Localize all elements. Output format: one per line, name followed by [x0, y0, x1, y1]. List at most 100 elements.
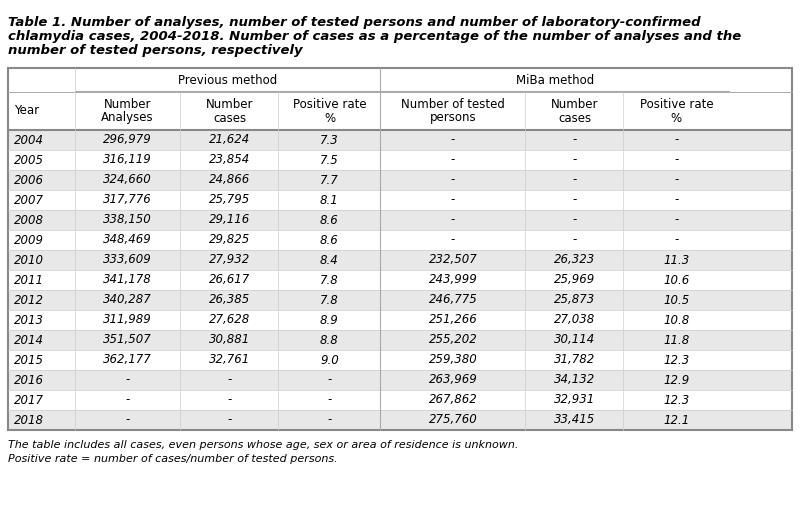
Text: -: - [327, 373, 331, 387]
Text: 31,782: 31,782 [554, 354, 595, 366]
Text: 316,119: 316,119 [103, 153, 152, 167]
Text: 23,854: 23,854 [209, 153, 250, 167]
Text: 7.8: 7.8 [320, 294, 339, 306]
Text: 2018: 2018 [14, 414, 44, 427]
Text: 341,178: 341,178 [103, 273, 152, 287]
Text: Number: Number [104, 99, 151, 111]
Text: Positive rate: Positive rate [639, 99, 713, 111]
Text: 2012: 2012 [14, 294, 44, 306]
Text: cases: cases [213, 111, 246, 124]
Text: -: - [572, 174, 577, 186]
Bar [8, 130, 792, 150]
Text: 32,931: 32,931 [554, 394, 595, 406]
Text: 11.3: 11.3 [663, 253, 690, 267]
Text: 351,507: 351,507 [103, 333, 152, 346]
Text: 12.3: 12.3 [663, 354, 690, 366]
Text: 12.3: 12.3 [663, 394, 690, 406]
Bar [8, 290, 792, 310]
Text: Year: Year [14, 105, 39, 117]
Text: 30,114: 30,114 [554, 333, 595, 346]
Text: 26,385: 26,385 [209, 294, 250, 306]
Text: 26,617: 26,617 [209, 273, 250, 287]
Bar [8, 150, 792, 170]
Text: Positive rate: Positive rate [293, 99, 366, 111]
Text: Number: Number [206, 99, 254, 111]
Text: 25,969: 25,969 [554, 273, 595, 287]
Text: 7.8: 7.8 [320, 273, 339, 287]
Text: 29,116: 29,116 [209, 213, 250, 227]
Text: cases: cases [558, 111, 591, 124]
Bar [8, 390, 792, 410]
Text: -: - [450, 134, 455, 146]
Text: 8.6: 8.6 [320, 213, 339, 227]
Text: 8.4: 8.4 [320, 253, 339, 267]
Bar [8, 370, 792, 390]
Bar [8, 210, 792, 230]
Text: Positive rate = number of cases/number of tested persons.: Positive rate = number of cases/number o… [8, 454, 338, 464]
Text: number of tested persons, respectively: number of tested persons, respectively [8, 44, 302, 57]
Text: 32,761: 32,761 [209, 354, 250, 366]
Text: 8.1: 8.1 [320, 194, 339, 206]
Text: 8.9: 8.9 [320, 313, 339, 327]
Text: 2004: 2004 [14, 134, 44, 146]
Text: -: - [327, 414, 331, 427]
Text: Table 1. Number of analyses, number of tested persons and number of laboratory-c: Table 1. Number of analyses, number of t… [8, 16, 701, 29]
Text: -: - [674, 213, 678, 227]
Text: 246,775: 246,775 [429, 294, 478, 306]
Text: -: - [674, 174, 678, 186]
Text: -: - [126, 373, 130, 387]
Text: 27,932: 27,932 [209, 253, 250, 267]
Text: 26,323: 26,323 [554, 253, 595, 267]
Text: -: - [572, 153, 577, 167]
Text: -: - [572, 234, 577, 246]
Text: 2015: 2015 [14, 354, 44, 366]
Text: -: - [674, 134, 678, 146]
Bar [8, 230, 792, 250]
Text: 2006: 2006 [14, 174, 44, 186]
Text: Number: Number [550, 99, 598, 111]
Text: 7.3: 7.3 [320, 134, 339, 146]
Text: 33,415: 33,415 [554, 414, 595, 427]
Text: Number of tested: Number of tested [401, 99, 505, 111]
Text: 21,624: 21,624 [209, 134, 250, 146]
Text: -: - [126, 414, 130, 427]
Text: 9.0: 9.0 [320, 354, 339, 366]
Text: 29,825: 29,825 [209, 234, 250, 246]
Text: 259,380: 259,380 [429, 354, 478, 366]
Text: -: - [227, 394, 232, 406]
Text: -: - [327, 394, 331, 406]
Text: 2011: 2011 [14, 273, 44, 287]
Text: 12.9: 12.9 [663, 373, 690, 387]
Bar [8, 410, 792, 430]
Bar [8, 310, 792, 330]
Text: Previous method: Previous method [178, 74, 277, 86]
Text: 2016: 2016 [14, 373, 44, 387]
Text: 10.8: 10.8 [663, 313, 690, 327]
Text: Analyses: Analyses [102, 111, 154, 124]
Text: 2010: 2010 [14, 253, 44, 267]
Text: -: - [674, 194, 678, 206]
Text: 8.8: 8.8 [320, 333, 339, 346]
Text: -: - [450, 174, 455, 186]
Text: MiBa method: MiBa method [516, 74, 594, 86]
Text: 340,287: 340,287 [103, 294, 152, 306]
Text: -: - [572, 194, 577, 206]
Bar [8, 270, 792, 290]
Text: 2013: 2013 [14, 313, 44, 327]
Bar [8, 250, 792, 270]
Text: 296,979: 296,979 [103, 134, 152, 146]
Text: 243,999: 243,999 [429, 273, 478, 287]
Text: 2007: 2007 [14, 194, 44, 206]
Text: 7.5: 7.5 [320, 153, 339, 167]
Text: %: % [324, 111, 335, 124]
Text: 2008: 2008 [14, 213, 44, 227]
Text: %: % [670, 111, 682, 124]
Text: 263,969: 263,969 [429, 373, 478, 387]
Text: 275,760: 275,760 [429, 414, 478, 427]
Text: 2009: 2009 [14, 234, 44, 246]
Bar [8, 190, 792, 210]
Text: -: - [450, 213, 455, 227]
Text: 232,507: 232,507 [429, 253, 478, 267]
Text: 333,609: 333,609 [103, 253, 152, 267]
Text: 12.1: 12.1 [663, 414, 690, 427]
